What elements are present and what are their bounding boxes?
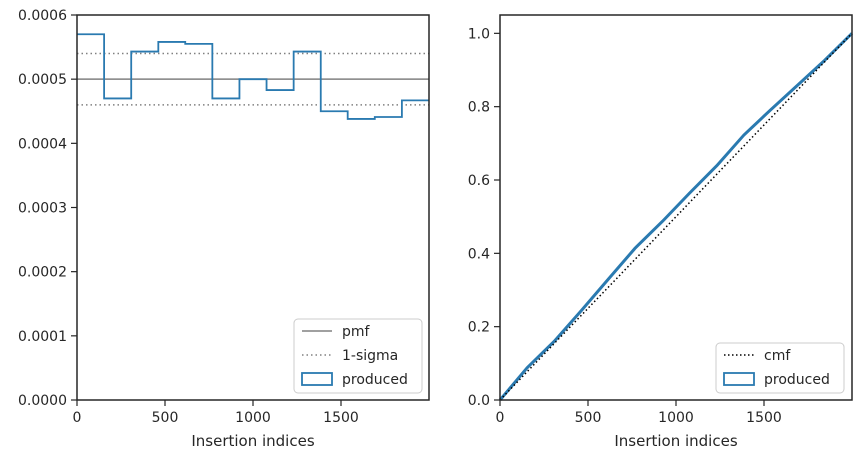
cumulative-series xyxy=(498,32,854,401)
histogram-bin xyxy=(212,98,239,400)
legend-label: cmf xyxy=(764,348,791,364)
histogram-series xyxy=(77,33,429,400)
y-tick-label: 0.0003 xyxy=(18,201,67,217)
x-tick-label: 500 xyxy=(575,410,602,426)
histogram-bin xyxy=(185,44,212,400)
legend-swatch-produced xyxy=(723,372,755,386)
histogram-panel: 0 500 1000 1500 0.00000.00010.00020.00030.0… xyxy=(18,8,430,450)
x-tick-label: 500 xyxy=(152,410,179,426)
y-tick-label: 0.0004 xyxy=(18,136,67,152)
x-tick-label: 1000 xyxy=(235,410,271,426)
y-tick-label: 0.0001 xyxy=(18,329,67,345)
x-tick-label: 1500 xyxy=(323,410,359,426)
histogram-bin xyxy=(77,34,104,400)
legend-label: produced xyxy=(342,372,408,388)
x-tick-label: 0 xyxy=(73,410,82,426)
legend-label: 1-sigma xyxy=(342,348,398,364)
x-tick-label: 1000 xyxy=(658,410,694,426)
cmf-line xyxy=(499,32,853,401)
y-tick-label: 0.0006 xyxy=(18,8,67,24)
legend-frame xyxy=(293,318,423,394)
y-tick-label: 0.0000 xyxy=(18,393,67,409)
cumulative-x-ticks: 0 500 1000 1500 xyxy=(496,400,782,426)
produced-histogram xyxy=(77,33,429,120)
histogram-x-ticks: 0 500 1000 1500 xyxy=(73,400,359,426)
y-tick-label: 0.0005 xyxy=(18,72,67,88)
produced-cdf-line xyxy=(498,32,854,401)
y-tick-label: 0.2 xyxy=(468,320,490,336)
y-tick-label: 0.6 xyxy=(468,173,490,189)
x-tick-label: 0 xyxy=(496,410,505,426)
histogram-x-axis-label: Insertion indices xyxy=(191,432,314,450)
histogram-bin xyxy=(104,98,131,400)
y-tick-label: 1.0 xyxy=(468,26,490,42)
x-tick-label: 1500 xyxy=(746,410,782,426)
histogram-bin xyxy=(131,52,158,400)
legend-swatch-produced xyxy=(301,372,333,386)
histogram-bin xyxy=(158,42,185,400)
legend-label: pmf xyxy=(342,324,371,340)
y-tick-label: 0.0002 xyxy=(18,265,67,281)
histogram-y-ticks: 0.0000 0.0001 0.0002 0.0003 0.0004 0.0005 0.00… xyxy=(18,8,77,409)
y-tick-label: 0.4 xyxy=(468,246,490,262)
cumulative-x-axis-label: Insertion indices xyxy=(614,432,737,450)
histogram-bin xyxy=(267,90,294,400)
legend-label: produced xyxy=(764,372,830,388)
y-tick-label: 0.8 xyxy=(468,100,490,116)
y-tick-label: 0.0 xyxy=(468,393,490,409)
cumulative-panel: 0 500 1000 1500 0.0 0.2 0.4 0.6 0.8 1.0 Insertio… xyxy=(468,14,854,450)
cumulative-legend: cmf produced xyxy=(715,342,845,394)
histogram-bin xyxy=(239,79,266,400)
histogram-legend: pmf 1-sigma produced xyxy=(293,318,423,394)
cumulative-y-ticks: 0.0 0.2 0.4 0.6 0.8 1.0 xyxy=(468,26,500,409)
